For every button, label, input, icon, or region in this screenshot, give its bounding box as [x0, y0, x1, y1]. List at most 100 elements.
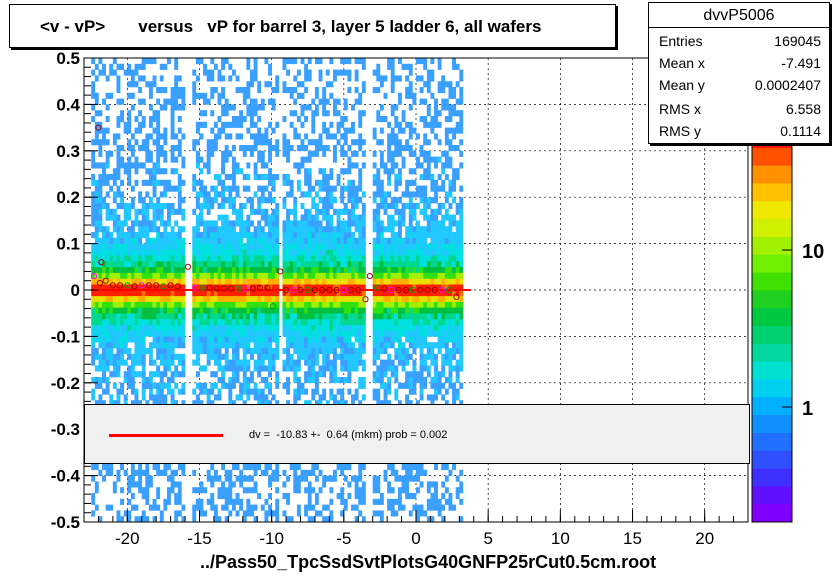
heatmap-cell	[318, 75, 323, 82]
heatmap-cell	[434, 342, 438, 349]
heatmap-cell	[307, 330, 312, 337]
heatmap-cell	[416, 226, 420, 233]
heatmap-cell	[242, 272, 247, 279]
profile-point	[249, 285, 256, 292]
heatmap-cell	[213, 220, 218, 227]
heatmap-cell	[372, 261, 377, 268]
heatmap-cell	[268, 348, 272, 355]
heatmap-cell	[300, 266, 305, 273]
heatmap-cell	[195, 162, 200, 169]
heatmap-cell	[231, 400, 236, 407]
heatmap-cell	[390, 336, 395, 343]
heatmap-cell	[459, 295, 464, 302]
heatmap-cell	[408, 214, 413, 221]
heatmap-cell	[174, 243, 179, 250]
heatmap-cell	[376, 232, 381, 239]
heatmap-cell	[304, 307, 309, 314]
heatmap-cell	[444, 226, 449, 233]
heatmap-cell	[242, 348, 247, 355]
heatmap-cell	[94, 75, 99, 82]
heatmap-cell	[91, 139, 96, 146]
fit-legend: dv = -10.83 +- 0.64 (mkm) prob = 0.002	[84, 404, 750, 464]
heatmap-cell	[311, 342, 316, 349]
heatmap-cell	[448, 110, 453, 117]
heatmap-cell	[156, 237, 161, 244]
heatmap-cell	[358, 348, 363, 355]
heatmap-cell	[264, 58, 269, 65]
heatmap-cell	[228, 121, 233, 128]
heatmap-cell	[412, 203, 417, 210]
heatmap-cell	[239, 168, 244, 175]
heatmap-cell	[91, 284, 96, 291]
heatmap-cell	[347, 365, 352, 372]
heatmap-cell	[159, 203, 164, 210]
heatmap-cell	[199, 278, 204, 285]
heatmap-cell	[156, 249, 161, 256]
heatmap-cell	[98, 145, 103, 152]
heatmap-cell	[268, 145, 272, 152]
heatmap-cell	[91, 266, 96, 273]
heatmap-cell	[195, 336, 200, 343]
heatmap-cell	[390, 232, 395, 239]
heatmap-cell	[390, 342, 395, 349]
heatmap-cell	[419, 382, 424, 389]
heatmap-cell	[307, 295, 312, 302]
heatmap-cell	[452, 220, 456, 227]
heatmap-cell	[452, 319, 456, 326]
heatmap-cell	[452, 87, 456, 94]
heatmap-cell	[354, 272, 359, 279]
heatmap-cell	[307, 185, 312, 192]
heatmap-cell	[138, 121, 143, 128]
heatmap-cell	[408, 220, 413, 227]
heatmap-cell	[405, 75, 410, 82]
heatmap-cell	[441, 353, 446, 360]
heatmap-cell	[390, 156, 395, 163]
heatmap-cell	[264, 319, 269, 326]
heatmap-cell	[459, 365, 464, 372]
heatmap-cell	[416, 342, 420, 349]
heatmap-cell	[253, 168, 258, 175]
heatmap-cell	[286, 87, 290, 94]
heatmap-cell	[426, 220, 431, 227]
heatmap-cell	[123, 510, 128, 517]
heatmap-cell	[361, 266, 366, 273]
heatmap-cell	[387, 272, 392, 279]
heatmap-cell	[405, 139, 410, 146]
heatmap-cell	[170, 469, 175, 476]
heatmap-cell	[167, 179, 171, 186]
heatmap-cell	[329, 388, 334, 395]
heatmap-cell	[412, 249, 417, 256]
heatmap-cell	[203, 162, 207, 169]
heatmap-cell	[379, 382, 384, 389]
heatmap-cell	[246, 185, 251, 192]
heatmap-cell	[156, 214, 161, 221]
heatmap-cell	[123, 214, 128, 221]
profile-point	[167, 282, 174, 289]
heatmap-cell	[275, 232, 280, 239]
heatmap-cell	[358, 139, 363, 146]
heatmap-cell	[416, 469, 420, 476]
heatmap-cell	[448, 307, 453, 314]
heatmap-cell	[145, 278, 150, 285]
heatmap-cell	[434, 464, 438, 471]
heatmap-cell	[271, 255, 276, 262]
heatmap-cell	[235, 510, 240, 517]
colorbar-swatch	[752, 147, 792, 167]
heatmap-cell	[257, 290, 262, 297]
heatmap-cell	[257, 324, 262, 331]
heatmap-cell	[174, 237, 179, 244]
heatmap-cell	[441, 504, 446, 511]
heatmap-cell	[177, 295, 182, 302]
heatmap-cell	[343, 98, 348, 105]
profile-point	[160, 283, 167, 290]
heatmap-cell	[260, 504, 265, 511]
heatmap-cell	[250, 348, 254, 355]
heatmap-cell	[452, 278, 456, 285]
heatmap-cell	[437, 226, 442, 233]
heatmap-cell	[405, 487, 410, 494]
heatmap-cell	[98, 313, 103, 320]
heatmap-cell	[91, 232, 96, 239]
heatmap-cell	[268, 226, 272, 233]
heatmap-cell	[116, 150, 121, 157]
heatmap-cell	[437, 284, 442, 291]
